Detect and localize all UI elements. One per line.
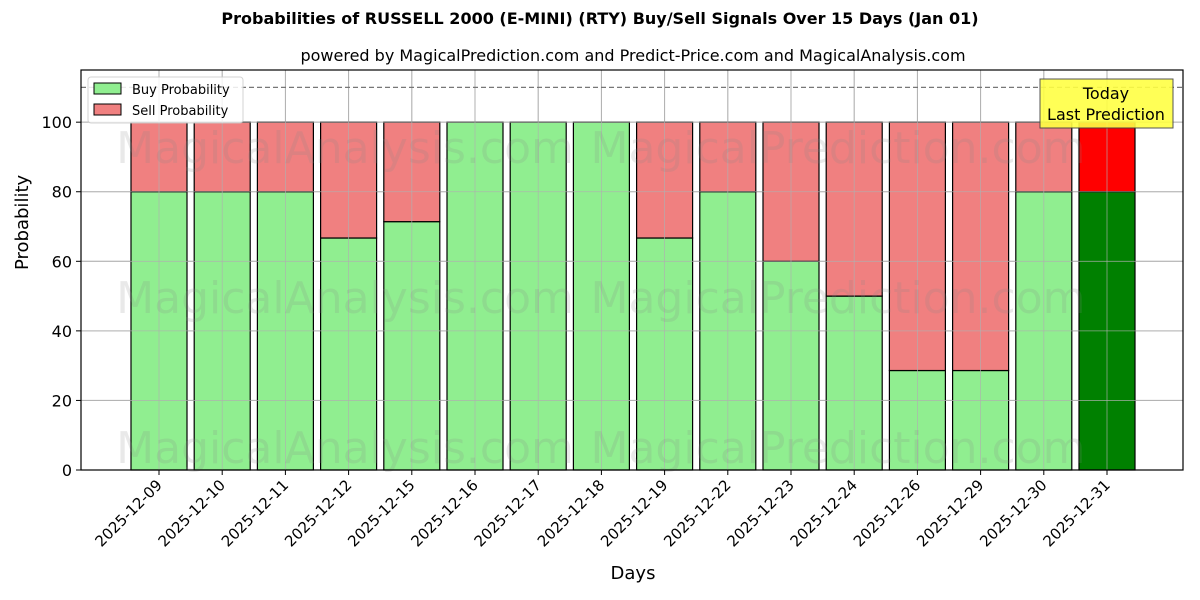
svg-text:2025-12-11: 2025-12-11: [218, 476, 292, 550]
chart-title: Probabilities of RUSSELL 2000 (E-MINI) (…: [221, 9, 979, 28]
svg-text:80: 80: [52, 183, 72, 202]
x-axis-ticks: 2025-12-092025-12-102025-12-112025-12-12…: [91, 470, 1114, 550]
svg-text:2025-12-18: 2025-12-18: [534, 476, 608, 550]
svg-text:2025-12-10: 2025-12-10: [155, 476, 229, 550]
svg-text:2025-12-09: 2025-12-09: [91, 476, 165, 550]
svg-text:MagicalAnalysis.com: MagicalAnalysis.com: [116, 123, 574, 174]
y-axis-ticks: 0 20 40 60 80 100: [41, 113, 81, 480]
x-axis-label: Days: [610, 563, 656, 584]
svg-text:2025-12-15: 2025-12-15: [344, 476, 418, 550]
svg-text:0: 0: [62, 461, 72, 480]
svg-text:100: 100: [41, 113, 72, 132]
svg-text:Buy Probability: Buy Probability: [132, 83, 230, 98]
svg-text:MagicalAnalysis.com: MagicalAnalysis.com: [116, 273, 574, 324]
svg-text:2025-12-17: 2025-12-17: [471, 476, 545, 550]
svg-text:Today: Today: [1082, 84, 1129, 103]
svg-text:20: 20: [52, 391, 72, 410]
svg-text:MagicalAnalysis.com: MagicalAnalysis.com: [116, 423, 574, 474]
svg-text:2025-12-26: 2025-12-26: [850, 476, 924, 550]
svg-text:MagicalPrediction.com: MagicalPrediction.com: [591, 423, 1086, 474]
legend: Buy Probability Sell Probability: [87, 76, 244, 124]
svg-text:2025-12-19: 2025-12-19: [597, 476, 671, 550]
svg-text:MagicalPrediction.com: MagicalPrediction.com: [591, 123, 1086, 174]
svg-text:MagicalPrediction.com: MagicalPrediction.com: [591, 273, 1086, 324]
svg-text:2025-12-30: 2025-12-30: [976, 476, 1050, 550]
svg-text:2025-12-22: 2025-12-22: [660, 476, 734, 550]
chart-subtitle: powered by MagicalPrediction.com and Pre…: [300, 46, 966, 65]
svg-text:2025-12-23: 2025-12-23: [723, 476, 797, 550]
svg-text:2025-12-24: 2025-12-24: [787, 476, 861, 550]
watermarks: MagicalAnalysis.com MagicalPrediction.com…: [116, 123, 1085, 474]
y-axis-label: Probability: [12, 174, 33, 270]
svg-text:Last Prediction: Last Prediction: [1047, 105, 1165, 124]
today-annotation: Today Last Prediction: [1039, 78, 1174, 129]
svg-text:2025-12-12: 2025-12-12: [281, 476, 355, 550]
svg-text:60: 60: [52, 252, 72, 271]
svg-text:2025-12-29: 2025-12-29: [913, 476, 987, 550]
svg-text:2025-12-16: 2025-12-16: [407, 476, 481, 550]
plot-frame: [80, 69, 1184, 471]
svg-text:Sell Probability: Sell Probability: [132, 104, 229, 119]
svg-text:2025-12-31: 2025-12-31: [1039, 476, 1113, 550]
svg-text:40: 40: [52, 322, 72, 341]
